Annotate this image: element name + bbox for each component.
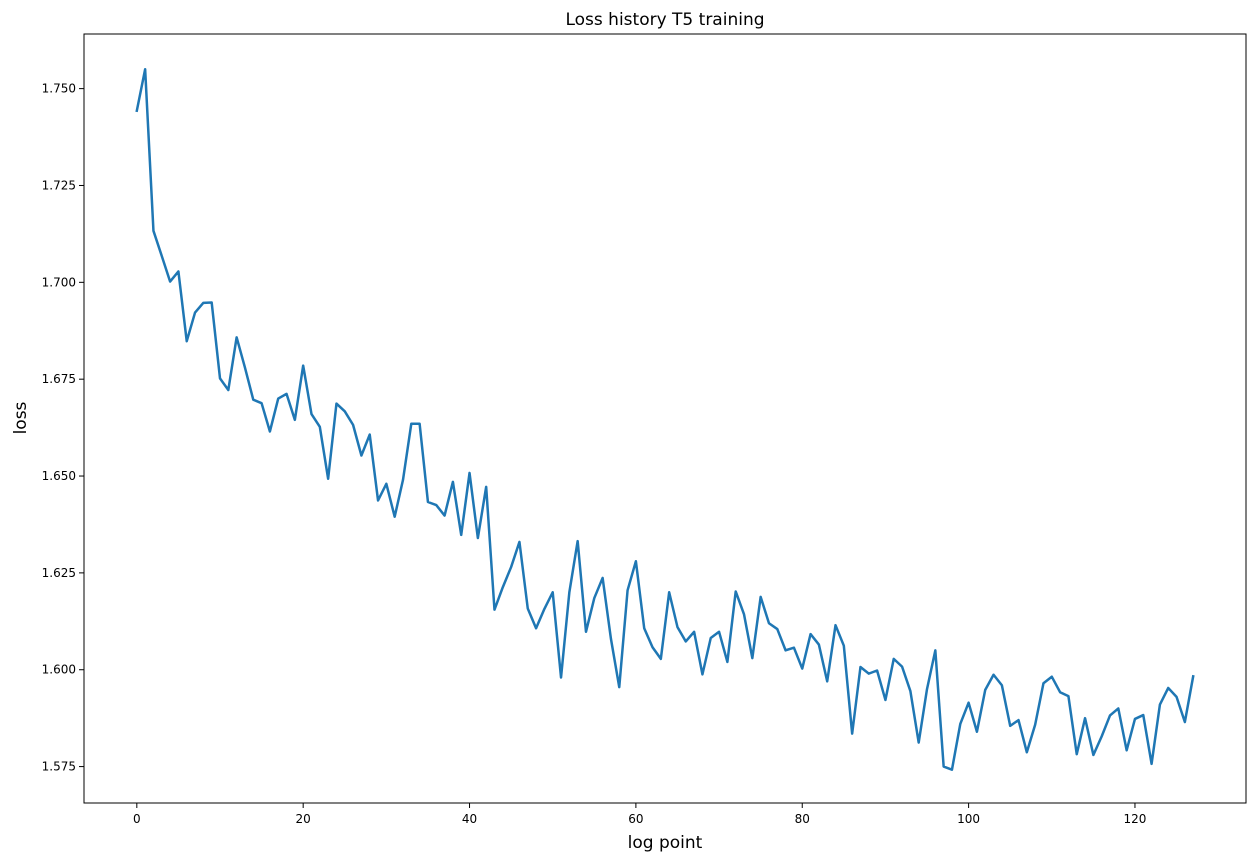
x-tick-label: 80 [795, 812, 810, 826]
y-tick-label: 1.725 [42, 178, 76, 192]
x-tick-label: 40 [462, 812, 477, 826]
loss-series-line [135, 68, 1195, 771]
x-axis-label: log point [628, 833, 703, 853]
y-tick-label: 1.700 [42, 275, 76, 289]
y-tick-label: 1.650 [42, 469, 76, 483]
y-tick-label: 1.750 [42, 82, 76, 96]
y-axis-ticks: 1.575 1.600 1.625 1.650 1.675 1.700 1.725 1.750 [42, 82, 84, 774]
series-layer [135, 68, 1195, 771]
x-tick-label: 20 [296, 812, 311, 826]
y-tick-label: 1.575 [42, 760, 76, 774]
x-axis-ticks: 0 20 40 60 80 100 120 [133, 803, 1146, 826]
y-tick-label: 1.600 [42, 663, 76, 677]
y-axis-label: loss [11, 401, 31, 434]
x-tick-label: 0 [133, 812, 141, 826]
y-tick-label: 1.625 [42, 566, 76, 580]
x-tick-label: 60 [628, 812, 643, 826]
x-tick-label: 100 [957, 812, 980, 826]
plot-area-frame [83, 33, 1247, 804]
y-tick-label: 1.675 [42, 372, 76, 386]
x-tick-label: 120 [1124, 812, 1147, 826]
chart-title: Loss history T5 training [565, 10, 764, 30]
